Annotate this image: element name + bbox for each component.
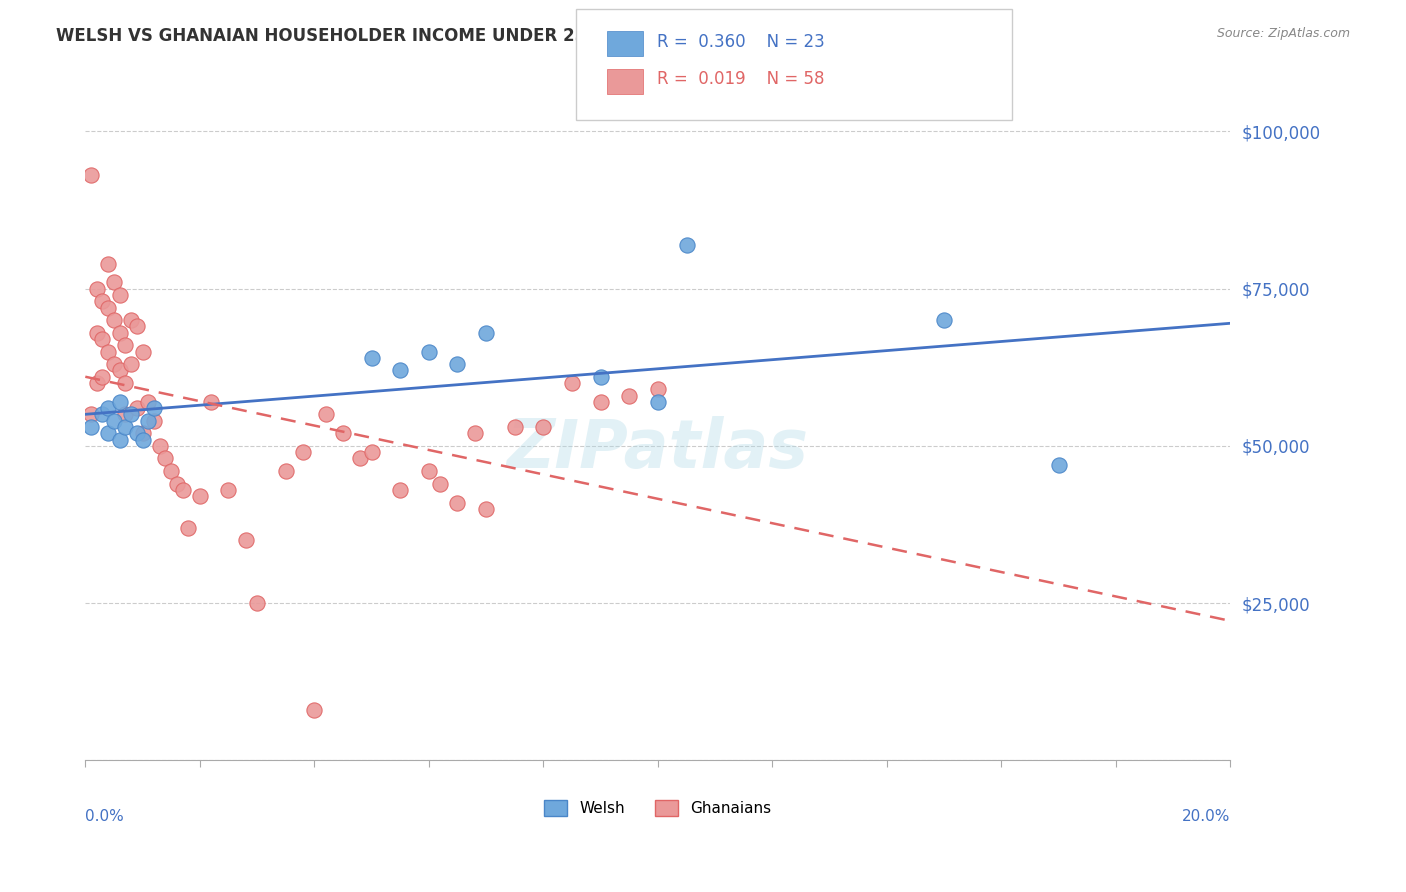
Point — [217, 483, 239, 497]
Point — [315, 408, 337, 422]
Point — [418, 344, 440, 359]
Point — [108, 433, 131, 447]
Point — [91, 369, 114, 384]
Point — [446, 495, 468, 509]
Legend: Welsh, Ghanaians: Welsh, Ghanaians — [538, 794, 778, 822]
Point — [349, 451, 371, 466]
Point — [291, 445, 314, 459]
Text: R =  0.360    N = 23: R = 0.360 N = 23 — [657, 33, 824, 51]
Point — [120, 357, 142, 371]
Point — [149, 439, 172, 453]
Point — [125, 319, 148, 334]
Point — [446, 357, 468, 371]
Point — [108, 288, 131, 302]
Point — [136, 414, 159, 428]
Point — [155, 451, 177, 466]
Point — [464, 426, 486, 441]
Point — [389, 363, 412, 377]
Point — [108, 326, 131, 340]
Text: ZIPatlas: ZIPatlas — [508, 416, 808, 482]
Point — [166, 476, 188, 491]
Point — [647, 382, 669, 396]
Point — [332, 426, 354, 441]
Point — [360, 445, 382, 459]
Point — [934, 313, 956, 327]
Point — [429, 476, 451, 491]
Point — [80, 408, 103, 422]
Point — [108, 363, 131, 377]
Point — [177, 521, 200, 535]
Point — [131, 344, 153, 359]
Point — [188, 489, 211, 503]
Point — [200, 395, 222, 409]
Point — [97, 344, 120, 359]
Point — [91, 408, 114, 422]
Point — [114, 376, 136, 390]
Text: R =  0.019    N = 58: R = 0.019 N = 58 — [657, 70, 824, 88]
Point — [97, 401, 120, 416]
Point — [589, 369, 612, 384]
Point — [131, 433, 153, 447]
Point — [503, 420, 526, 434]
Point — [143, 401, 166, 416]
Point — [86, 326, 108, 340]
Point — [91, 294, 114, 309]
Point — [360, 351, 382, 365]
Text: 0.0%: 0.0% — [86, 809, 124, 824]
Point — [80, 420, 103, 434]
Point — [97, 426, 120, 441]
Point — [589, 395, 612, 409]
Point — [619, 388, 641, 402]
Point — [114, 338, 136, 352]
Point — [125, 426, 148, 441]
Point — [114, 420, 136, 434]
Point — [1047, 458, 1070, 472]
Point — [143, 414, 166, 428]
Point — [86, 282, 108, 296]
Point — [103, 357, 125, 371]
Point — [246, 596, 269, 610]
Text: 20.0%: 20.0% — [1182, 809, 1230, 824]
Point — [647, 395, 669, 409]
Point — [675, 237, 697, 252]
Point — [131, 426, 153, 441]
Point — [91, 332, 114, 346]
Point — [125, 401, 148, 416]
Point — [274, 464, 297, 478]
Point — [475, 326, 498, 340]
Point — [108, 395, 131, 409]
Point — [103, 313, 125, 327]
Point — [80, 169, 103, 183]
Point — [86, 376, 108, 390]
Point — [172, 483, 194, 497]
Point — [120, 408, 142, 422]
Point — [103, 414, 125, 428]
Point — [97, 256, 120, 270]
Point — [389, 483, 412, 497]
Text: Source: ZipAtlas.com: Source: ZipAtlas.com — [1216, 27, 1350, 40]
Point — [531, 420, 554, 434]
Point — [418, 464, 440, 478]
Point — [475, 501, 498, 516]
Point — [114, 408, 136, 422]
Point — [160, 464, 183, 478]
Point — [304, 703, 326, 717]
Point — [561, 376, 583, 390]
Point — [235, 533, 257, 548]
Point — [136, 395, 159, 409]
Point — [97, 301, 120, 315]
Point — [103, 276, 125, 290]
Text: WELSH VS GHANAIAN HOUSEHOLDER INCOME UNDER 25 YEARS CORRELATION CHART: WELSH VS GHANAIAN HOUSEHOLDER INCOME UND… — [56, 27, 859, 45]
Point — [120, 313, 142, 327]
